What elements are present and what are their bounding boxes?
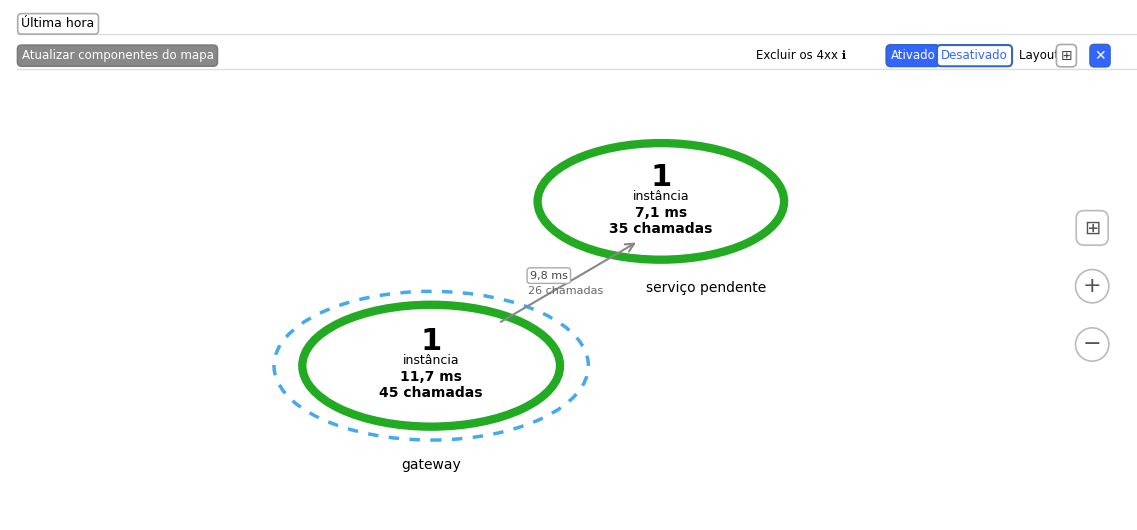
- Text: instância: instância: [632, 190, 689, 202]
- Text: 35 chamadas: 35 chamadas: [609, 222, 713, 236]
- Circle shape: [302, 305, 561, 427]
- Text: −: −: [1082, 334, 1102, 355]
- Text: 26 chamadas: 26 chamadas: [528, 287, 604, 296]
- Text: instância: instância: [402, 354, 459, 367]
- Circle shape: [538, 143, 785, 260]
- Text: +: +: [1082, 276, 1102, 296]
- Circle shape: [296, 302, 566, 430]
- Text: Última hora: Última hora: [22, 17, 94, 30]
- Text: Desativado: Desativado: [941, 49, 1007, 62]
- Text: 9,8 ms: 9,8 ms: [530, 271, 567, 280]
- Text: 7,1 ms: 7,1 ms: [634, 206, 687, 220]
- Circle shape: [531, 140, 790, 263]
- Text: ⊞: ⊞: [1061, 49, 1072, 63]
- Text: gateway: gateway: [401, 458, 460, 472]
- Text: 1: 1: [421, 328, 442, 356]
- Text: ⊞: ⊞: [1084, 218, 1101, 237]
- Text: serviço pendente: serviço pendente: [646, 281, 766, 295]
- Text: ✕: ✕: [1094, 49, 1106, 63]
- Text: 45 chamadas: 45 chamadas: [380, 386, 483, 400]
- Text: 1: 1: [650, 163, 672, 192]
- Text: Layout: ℹ: Layout: ℹ: [1020, 49, 1072, 62]
- Text: Atualizar componentes do mapa: Atualizar componentes do mapa: [22, 49, 214, 62]
- Text: 11,7 ms: 11,7 ms: [400, 370, 462, 384]
- Circle shape: [274, 292, 588, 440]
- Text: Excluir os 4xx ℹ: Excluir os 4xx ℹ: [756, 49, 846, 62]
- Text: Ativado: Ativado: [890, 49, 936, 62]
